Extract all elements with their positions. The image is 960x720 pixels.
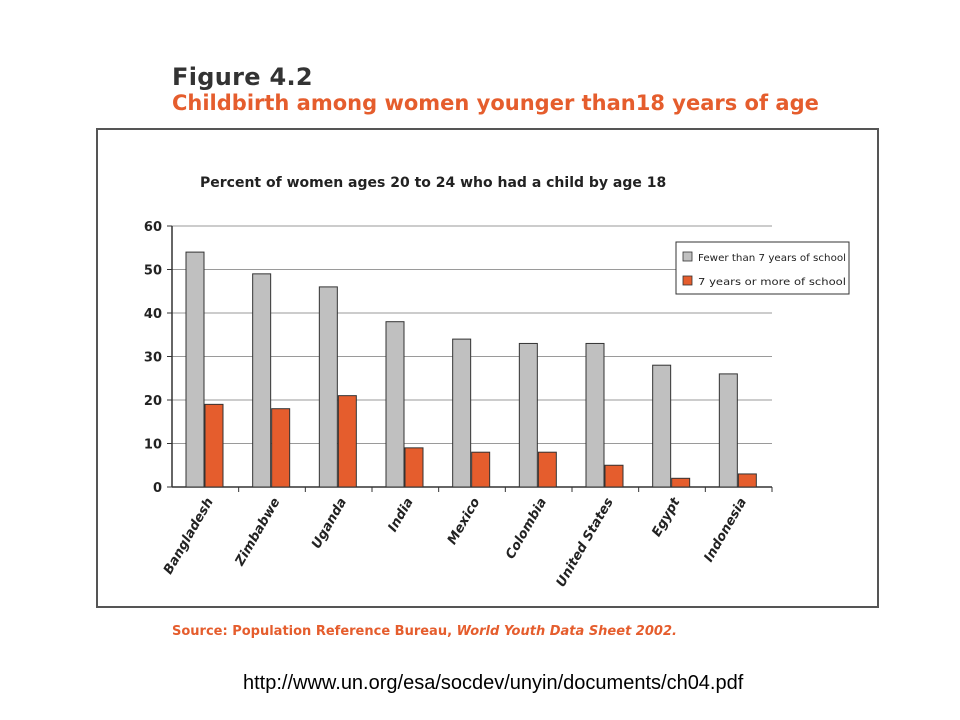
legend-swatch [682,275,693,286]
source-note: Source: Population Reference Bureau, Wor… [172,624,677,639]
bar-7-or-more-zimbabwe [271,408,291,488]
bar-fewer-than-7-egypt [652,364,672,488]
x-tick-label: Colombia [503,496,550,562]
bar-7-or-more-indonesia [737,473,757,488]
bar-7-or-more-colombia [537,451,557,488]
x-tick-label: Bangladesh [161,496,217,578]
bar-fewer-than-7-india [385,321,405,488]
x-tick-label: Uganda [309,496,350,552]
legend-box [675,241,850,295]
bar-fewer-than-7-zimbabwe [252,273,272,488]
legend-swatch [682,251,693,262]
y-tick-label: 20 [144,394,162,409]
bar-fewer-than-7-colombia [518,342,538,488]
chart-frame [96,128,879,608]
x-tick-label: Egypt [649,495,683,540]
source-prefix: Source: Population Reference Bureau, [172,624,457,639]
bar-7-or-more-india [404,447,424,488]
y-tick-label: 0 [153,481,162,496]
legend-label: 7 years or more of school [698,277,846,288]
figure-title: Childbirth among women younger than18 ye… [172,91,819,115]
legend-label: Fewer than 7 years of school [698,253,846,264]
bar-7-or-more-mexico [471,451,491,488]
source-url: http://www.un.org/esa/socdev/unyin/docum… [243,672,744,694]
y-tick-label: 40 [144,307,162,322]
bar-7-or-more-egypt [671,477,691,488]
figure-number: Figure 4.2 [172,63,313,91]
x-tick-label: Indonesia [701,496,750,565]
x-tick-label: India [385,496,416,535]
bar-fewer-than-7-uganda [318,286,338,488]
x-tick-label: Zimbabwe [232,495,283,569]
source-publication: World Youth Data Sheet 2002. [456,624,677,639]
y-tick-label: 50 [144,264,162,279]
chart-title: Percent of women ages 20 to 24 who had a… [200,175,666,191]
bar-fewer-than-7-united-states [585,342,605,488]
bar-7-or-more-united-states [604,464,624,488]
bar-fewer-than-7-mexico [452,338,472,488]
bar-7-or-more-bangladesh [204,403,224,488]
y-tick-label: 30 [144,351,162,366]
y-tick-label: 60 [144,220,162,235]
x-tick-label: Mexico [445,495,484,547]
x-tick-label: United States [554,495,617,590]
y-tick-label: 10 [144,438,162,453]
bar-7-or-more-uganda [337,395,357,488]
bar-fewer-than-7-indonesia [718,373,738,488]
bar-fewer-than-7-bangladesh [185,251,205,488]
